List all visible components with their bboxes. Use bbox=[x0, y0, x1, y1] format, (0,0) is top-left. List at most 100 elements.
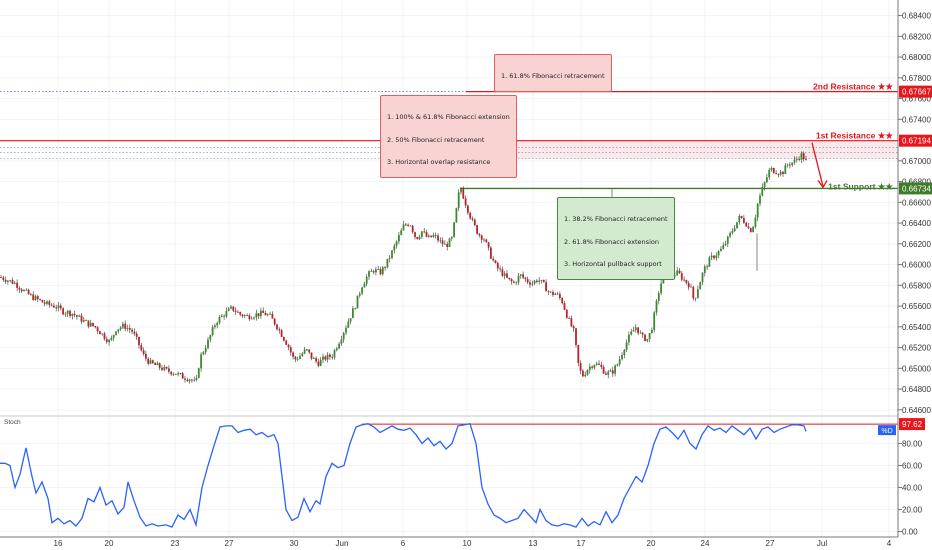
candle-body bbox=[676, 270, 679, 276]
candle-body bbox=[202, 352, 205, 355]
candle-body bbox=[25, 289, 28, 291]
candle-body bbox=[680, 273, 683, 280]
time-tick-label: 17 bbox=[577, 539, 586, 548]
candle-body bbox=[73, 313, 76, 316]
candle-body bbox=[23, 289, 25, 292]
candle-body bbox=[432, 234, 435, 238]
candle-body bbox=[398, 235, 400, 242]
candle-body bbox=[255, 313, 258, 318]
candle-body bbox=[209, 335, 212, 340]
candle-body bbox=[220, 315, 223, 317]
candle-body bbox=[250, 318, 253, 320]
candle-body bbox=[660, 283, 662, 294]
candle-body bbox=[352, 308, 354, 319]
candle-body bbox=[418, 236, 421, 240]
grid-lines bbox=[0, 0, 898, 537]
candle-body bbox=[310, 352, 313, 359]
candle-body bbox=[147, 358, 150, 364]
candle-body bbox=[618, 359, 621, 365]
time-tick-label: 6 bbox=[401, 539, 406, 548]
candle-body bbox=[43, 302, 46, 304]
1st-support-label: 1st Support ★★ bbox=[828, 181, 894, 191]
candle-body bbox=[246, 315, 248, 316]
price-tick-label: 0.68000 bbox=[902, 53, 931, 62]
candle-body bbox=[115, 331, 117, 335]
candle-body bbox=[135, 333, 138, 337]
candle-body bbox=[9, 280, 12, 281]
candle-body bbox=[720, 248, 722, 252]
candle-body bbox=[577, 344, 580, 364]
candle-body bbox=[699, 282, 702, 290]
candle-body bbox=[317, 361, 320, 366]
candle-body bbox=[411, 225, 414, 233]
price-tick-label: 0.65600 bbox=[902, 302, 931, 311]
price-badge-2nd-resistance bbox=[899, 85, 932, 98]
candle-body bbox=[575, 328, 577, 345]
stoch-tick-label: 60.00 bbox=[902, 462, 923, 471]
candle-body bbox=[158, 363, 161, 368]
candle-body bbox=[271, 313, 274, 319]
candle-body bbox=[234, 310, 237, 312]
candle-body bbox=[563, 303, 566, 310]
candle-body bbox=[517, 275, 520, 283]
candle-body bbox=[170, 371, 173, 375]
time-tick-label: 4 bbox=[887, 539, 892, 548]
candle-body bbox=[312, 358, 315, 359]
candle-body bbox=[752, 226, 754, 233]
price-tick-label: 0.66600 bbox=[902, 198, 931, 207]
candle-body bbox=[430, 235, 432, 238]
candle-body bbox=[223, 315, 225, 317]
candle-body bbox=[743, 217, 745, 223]
annotation-line: 2. 50% Fibonacci retracement bbox=[387, 135, 485, 144]
candle-body bbox=[34, 296, 37, 300]
candle-body bbox=[101, 333, 104, 335]
price-tick-label: 0.66200 bbox=[902, 240, 931, 249]
candle-body bbox=[634, 327, 637, 331]
stoch-tick-label: 80.00 bbox=[902, 440, 923, 449]
candle-body bbox=[763, 182, 766, 188]
candle-body bbox=[211, 327, 214, 336]
candle-body bbox=[243, 315, 246, 317]
candle-body bbox=[377, 269, 380, 270]
candle-body bbox=[425, 231, 428, 237]
candle-body bbox=[149, 360, 152, 364]
candle-body bbox=[593, 364, 596, 368]
candle-body bbox=[7, 280, 9, 282]
candle-body bbox=[462, 189, 465, 199]
candle-body bbox=[11, 280, 14, 284]
price-badge-1st-support-text: 0.66734 bbox=[902, 184, 931, 193]
candle-body bbox=[89, 322, 92, 327]
candle-body bbox=[501, 269, 504, 276]
candle-body bbox=[216, 322, 219, 326]
candle-body bbox=[184, 378, 186, 380]
candle-body bbox=[494, 260, 497, 263]
candle-body bbox=[354, 308, 357, 310]
candle-body bbox=[66, 310, 69, 314]
candle-body bbox=[802, 153, 805, 160]
candle-body bbox=[0, 277, 2, 278]
candle-body bbox=[299, 356, 301, 359]
candle-body bbox=[469, 212, 472, 219]
candle-body bbox=[36, 296, 39, 300]
candle-body bbox=[487, 242, 490, 248]
candle-body bbox=[257, 313, 260, 317]
candle-body bbox=[559, 293, 561, 299]
candle-body bbox=[736, 222, 738, 229]
candle-body bbox=[71, 313, 74, 316]
candle-body bbox=[218, 316, 221, 323]
price-axis: 0.68400 0.68200 0.68000 0.67800 0.67600 0.674… bbox=[898, 12, 931, 415]
candle-body bbox=[179, 373, 182, 374]
candle-body bbox=[384, 267, 386, 268]
candle-body bbox=[253, 317, 255, 319]
candle-body bbox=[156, 363, 159, 365]
candle-body bbox=[289, 347, 292, 353]
candle-body bbox=[41, 299, 44, 303]
candle-body bbox=[784, 165, 787, 174]
candle-body bbox=[48, 301, 51, 305]
price-badge-1st-resistance-text: 0.67194 bbox=[902, 137, 931, 146]
candle-body bbox=[729, 232, 731, 237]
candle-body bbox=[545, 282, 547, 292]
candle-body bbox=[241, 314, 244, 317]
candle-body bbox=[117, 329, 120, 332]
candle-body bbox=[630, 331, 633, 335]
